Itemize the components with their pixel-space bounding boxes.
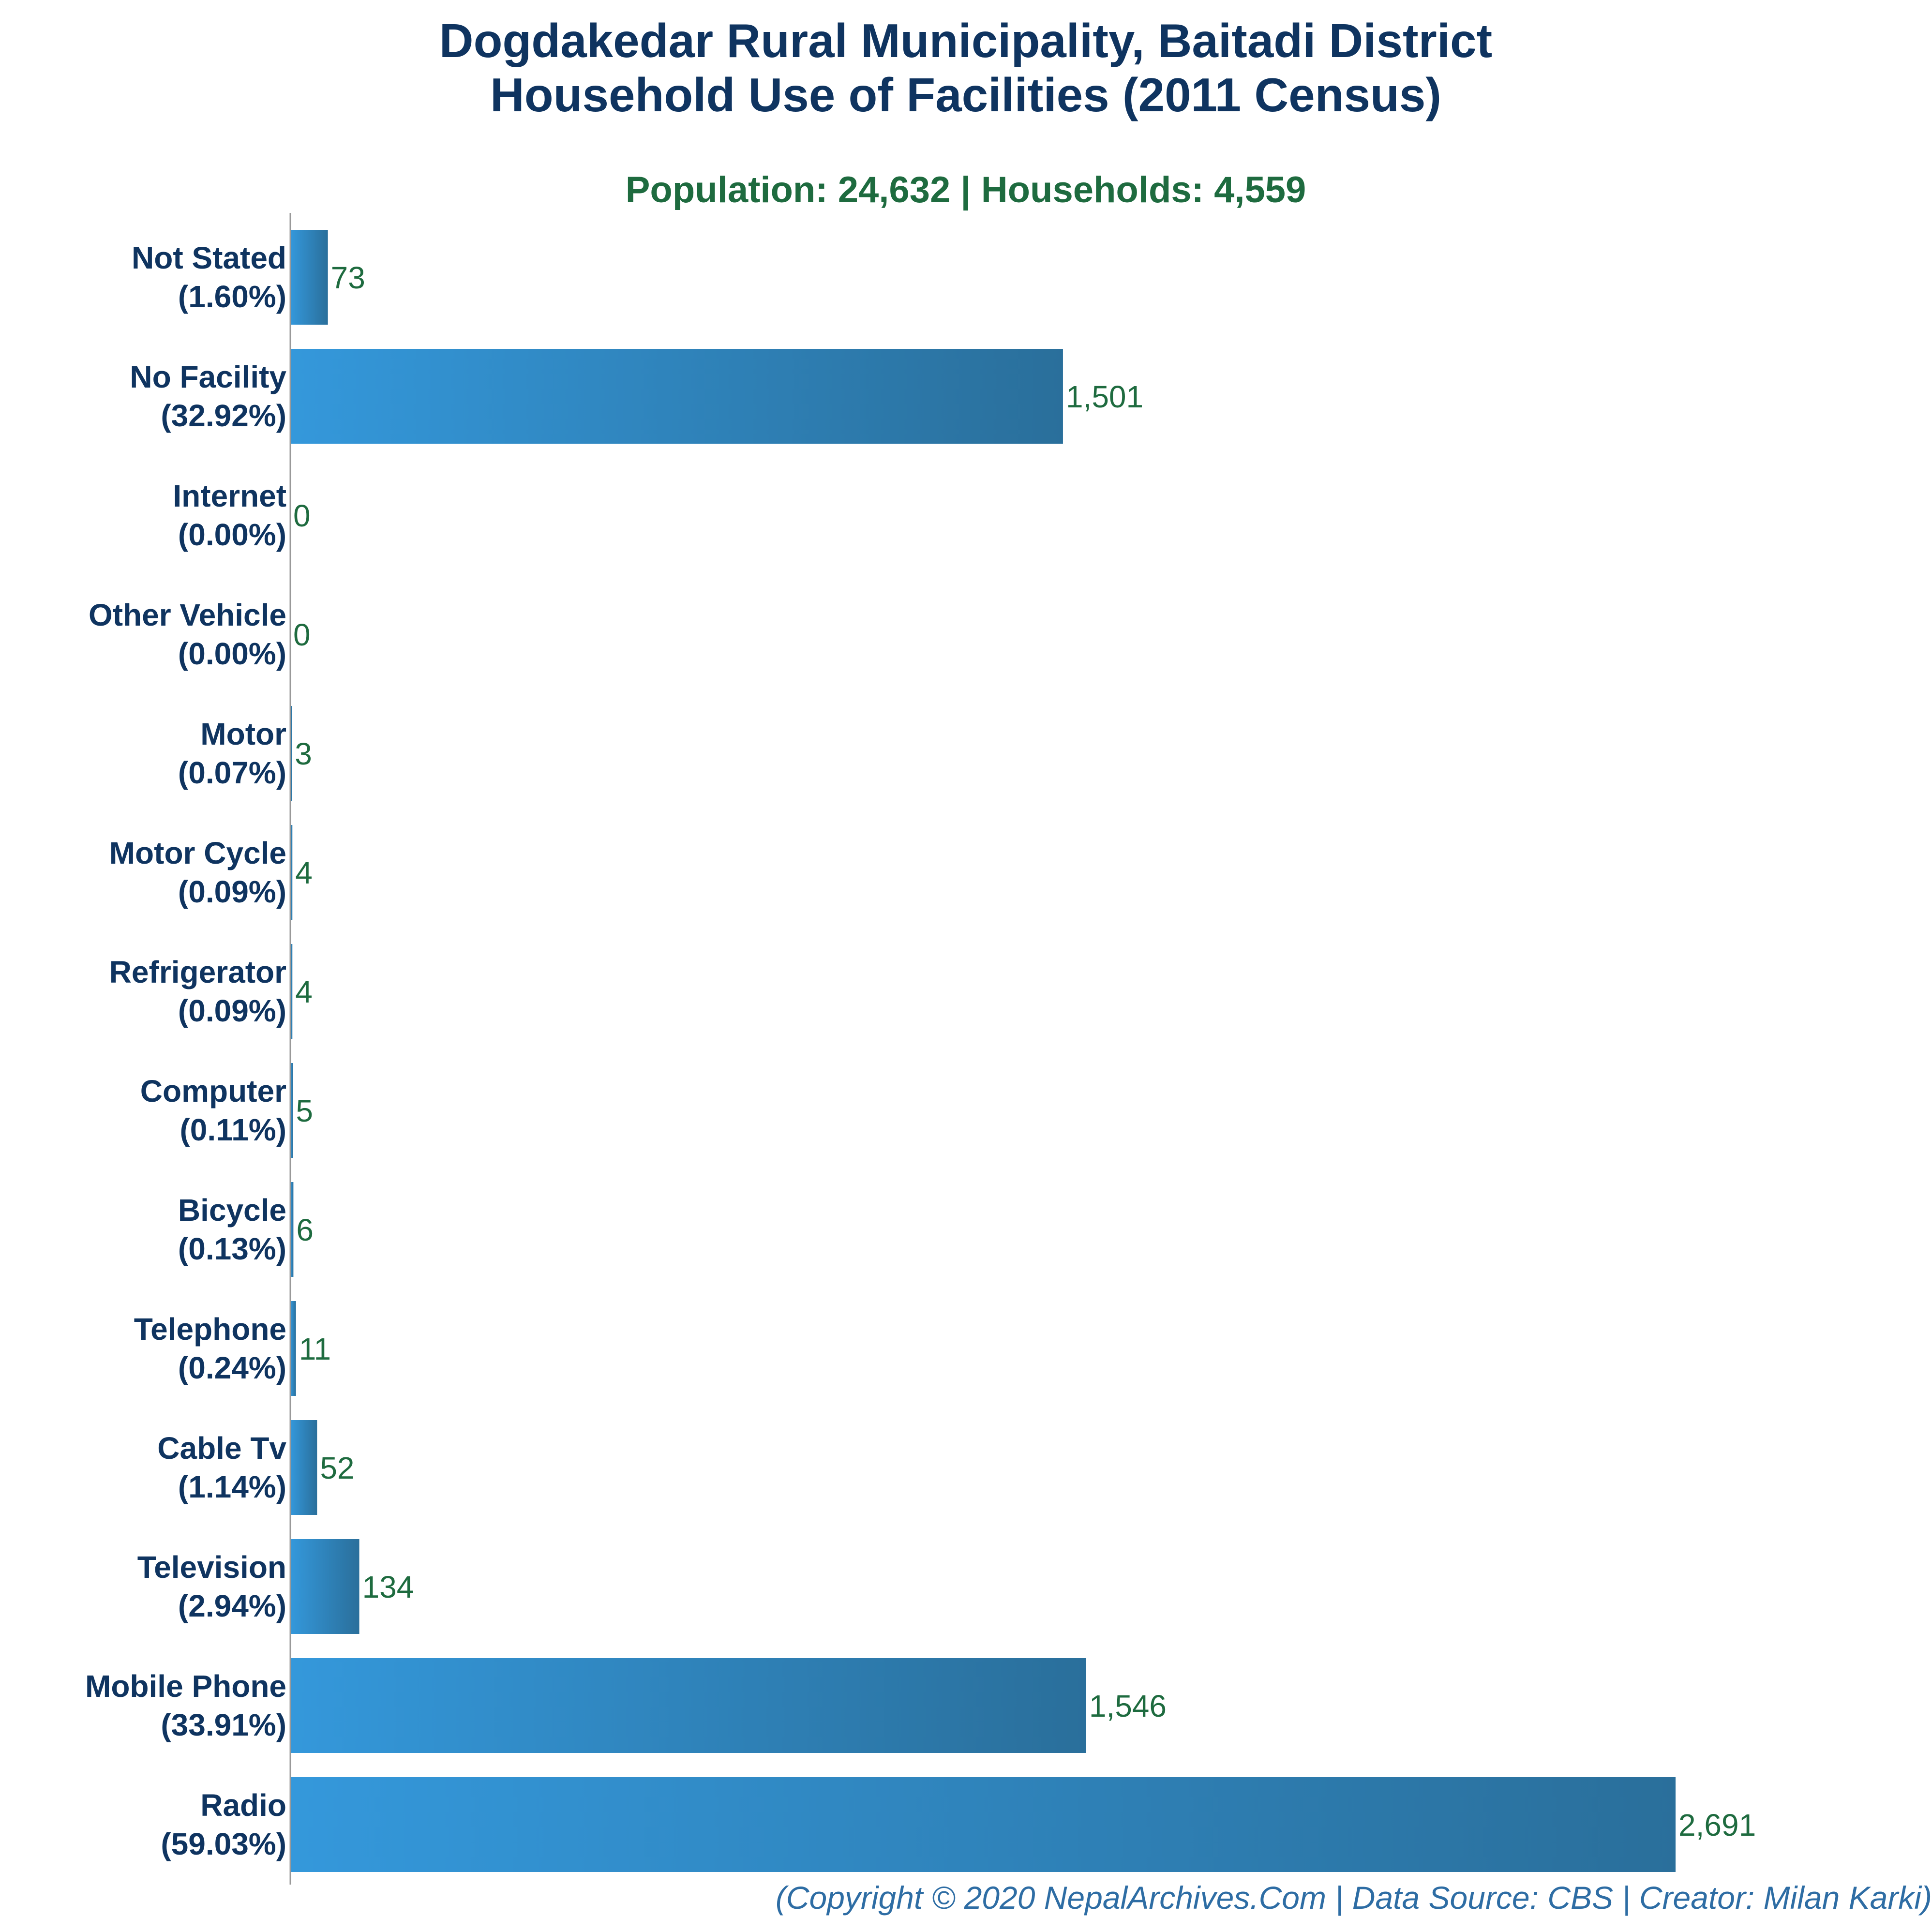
- bar-bicycle: [290, 1182, 294, 1277]
- category-label: Radio: [200, 1788, 286, 1823]
- bar-refrigerator: [290, 944, 293, 1039]
- value-label: 2,691: [1678, 1808, 1756, 1842]
- category-label: Refrigerator: [109, 955, 286, 989]
- percent-label: (1.60%): [178, 279, 286, 314]
- category-label: Television: [137, 1550, 286, 1585]
- value-label: 4: [295, 974, 313, 1009]
- category-label: Cable Tv: [157, 1431, 286, 1466]
- percent-label: (0.11%): [180, 1112, 286, 1147]
- bar-telephone: [290, 1301, 296, 1396]
- chart-title-line-1: Dogdakedar Rural Municipality, Baitadi D…: [439, 14, 1492, 67]
- percent-label: (0.13%): [178, 1231, 286, 1266]
- percent-label: (0.09%): [178, 874, 286, 909]
- category-label: Motor: [200, 717, 286, 751]
- category-label: Telephone: [134, 1312, 286, 1347]
- chart-subtitle: Population: 24,632 | Households: 4,559: [626, 169, 1306, 211]
- percent-label: (2.94%): [178, 1588, 286, 1623]
- category-label: Not Stated: [132, 240, 286, 275]
- chart-title-line-2: Household Use of Facilities (2011 Census…: [490, 68, 1441, 121]
- percent-label: (0.07%): [178, 755, 286, 790]
- value-label: 52: [320, 1451, 354, 1485]
- bar-motor-cycle: [290, 825, 293, 920]
- value-label: 1,501: [1066, 379, 1143, 414]
- bar-mobile-phone: [290, 1658, 1086, 1753]
- percent-label: (0.00%): [178, 636, 286, 671]
- percent-label: (1.14%): [178, 1469, 286, 1504]
- footer-credit: (Copyright © 2020 NepalArchives.Com | Da…: [776, 1880, 1932, 1917]
- value-label: 5: [296, 1093, 313, 1128]
- value-label: 6: [296, 1213, 314, 1247]
- category-label: Bicycle: [178, 1193, 286, 1228]
- value-label: 3: [295, 736, 312, 771]
- value-label: 4: [295, 855, 313, 890]
- percent-label: (32.92%): [161, 398, 286, 433]
- category-label: Other Vehicle: [89, 598, 286, 632]
- bars-group: 73 Not Stated (1.60%) 1,501 No Facility (32.9…: [85, 230, 1756, 1872]
- value-label: 73: [331, 260, 365, 295]
- percent-label: (0.09%): [178, 993, 286, 1028]
- bar-radio: [290, 1777, 1676, 1872]
- category-label: No Facility: [130, 359, 286, 394]
- percent-label: (33.91%): [161, 1707, 286, 1742]
- category-label: Internet: [173, 479, 286, 513]
- bar-cable-tv: [290, 1420, 317, 1515]
- bar-no-facility: [290, 349, 1063, 444]
- value-label: 134: [362, 1570, 414, 1604]
- percent-label: (0.24%): [178, 1350, 286, 1385]
- category-label: Computer: [140, 1074, 286, 1108]
- bar-not-stated: [290, 230, 328, 325]
- category-label: Motor Cycle: [109, 836, 286, 870]
- bar-motor: [290, 706, 292, 801]
- category-label: Mobile Phone: [85, 1669, 286, 1704]
- value-label: 1,546: [1089, 1689, 1167, 1723]
- bar-computer: [290, 1063, 293, 1158]
- value-label: 0: [293, 498, 311, 533]
- percent-label: (0.00%): [178, 517, 286, 552]
- value-label: 0: [293, 617, 311, 652]
- percent-label: (59.03%): [161, 1827, 286, 1861]
- bar-television: [290, 1539, 359, 1634]
- value-label: 11: [299, 1332, 331, 1366]
